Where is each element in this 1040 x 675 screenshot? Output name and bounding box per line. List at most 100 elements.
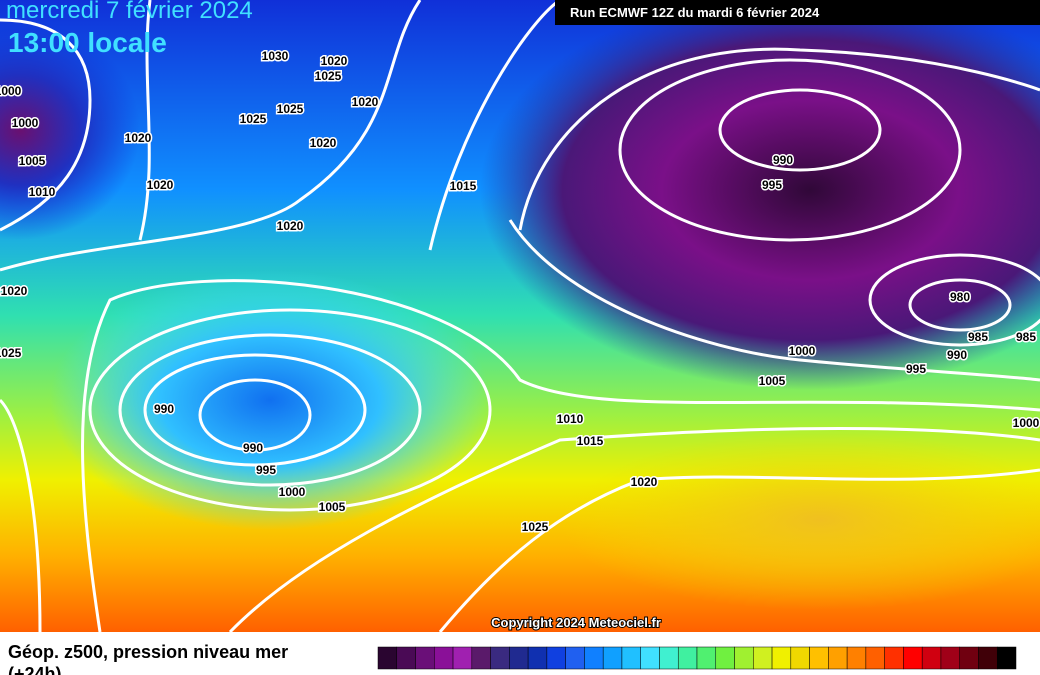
scale-swatch [734,646,754,670]
run-box [555,0,1040,25]
scale-swatch [640,646,660,670]
isobar [0,0,422,272]
isobar-label: 1025 [0,346,22,360]
scale-swatch [715,646,735,670]
footer-title: Géop. z500, pression niveau mer [8,642,288,662]
isobar [618,58,962,242]
isobar-label: 1025 [277,102,304,116]
isobar-label: 1020 [310,136,337,150]
isobar [81,279,1040,633]
isobar-label: 1025 [522,520,549,534]
scale-swatch [546,646,566,670]
isobar-label: 1015 [450,179,477,193]
scale-swatch [940,646,960,670]
time: 13:00 locale [8,27,167,58]
scale-swatch [490,646,510,670]
isobar-label: 1030 [262,49,289,63]
scale-swatch [753,646,773,670]
isobar [138,0,152,241]
isobar-label: 1025 [315,69,342,83]
isobar-label: 990 [154,402,174,416]
isobar [118,333,422,487]
isobar-label: 1010 [557,412,584,426]
scale-swatch [884,646,904,670]
scale-swatch [415,646,435,670]
isobar-label: 1005 [759,374,786,388]
isobar-label: 990 [773,153,793,167]
isobar [198,378,312,452]
low-pressure-area [0,20,140,240]
date: mercredi 7 février 2024 [6,0,253,24]
isobars [0,0,1040,632]
isobar-label: 1005 [19,154,46,168]
isobar-label: 995 [906,362,926,376]
scale-swatch [396,646,416,670]
isobar [143,353,367,467]
isobar-label: 990 [947,348,967,362]
isobar-label: 1025 [240,112,267,126]
isobar-label: 1020 [125,131,152,145]
scale-swatch [996,646,1017,670]
isobar [438,468,1040,633]
isobar-label: 1000 [12,116,39,130]
scale-swatch [771,646,792,670]
scale-swatch [978,646,998,670]
scale-swatch [921,646,942,670]
scale-swatch [696,646,717,670]
footer-subtitle: (+24h) [8,664,62,675]
isobar-label: 1005 [319,500,346,514]
isobar [518,47,1040,231]
isobar [868,253,1040,347]
scale-swatch [527,646,548,670]
isobar [718,88,882,172]
scale-swatch [828,646,848,670]
isobar-label: 985 [1016,330,1036,344]
scale-swatch [565,646,585,670]
isobar-label: 1020 [352,95,379,109]
scale-swatch [659,646,679,670]
scale-swatch [471,646,491,670]
isobar [88,308,492,512]
scale-swatch [903,646,923,670]
isobar-label: 1000 [1013,416,1040,430]
isobar-label: 1020 [1,284,28,298]
scale-swatch [377,646,398,670]
isobar [0,398,42,633]
isobar [908,278,1012,332]
scale-swatch [509,646,529,670]
isobar-label: 1020 [277,219,304,233]
scale-swatch [584,646,604,670]
isobar-label: 980 [950,290,970,304]
scale-swatch [621,646,641,670]
scale-swatch [790,646,810,670]
run-info: Run ECMWF 12Z du mardi 6 février 2024 [570,5,820,20]
isobar-label: 995 [762,178,782,192]
isobar-label: 985 [968,330,988,344]
isobar [508,219,1040,382]
isobar-label: 1020 [147,178,174,192]
isobar-label: 1000 [789,344,816,358]
isobar [428,0,561,251]
isobar-label: 1020 [631,475,658,489]
warm-area [560,430,1040,610]
scale-swatch [959,646,979,670]
isobar-label: 1000 [279,485,306,499]
scale-swatch [865,646,885,670]
isobar [0,18,92,232]
scale-swatch [677,646,698,670]
isobar-label: 1010 [29,185,56,199]
low-pressure-area [480,0,1040,390]
copyright: Copyright 2024 Meteociel.fr [491,615,661,630]
color-scale [377,646,1017,670]
isobar-label: 990 [243,441,263,455]
isobar [228,426,1040,634]
isobar-label: 1020 [321,54,348,68]
scale-swatch [846,646,867,670]
isobar-label: 1000 [0,84,22,98]
scale-swatch [452,646,473,670]
isobar-label: 995 [256,463,276,477]
scale-swatch [809,646,829,670]
scale-swatch [434,646,454,670]
